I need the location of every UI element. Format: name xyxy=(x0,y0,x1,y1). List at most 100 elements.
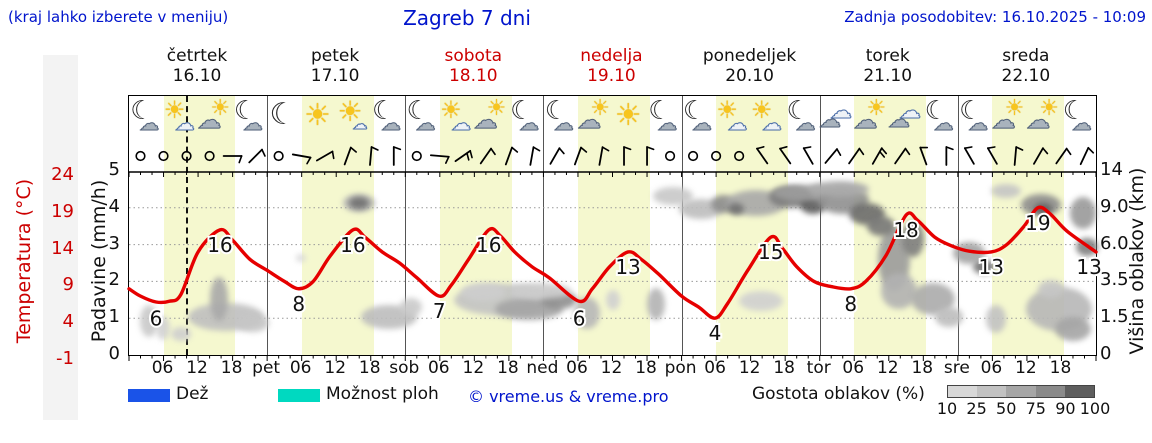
hour-label: 12 xyxy=(1015,358,1037,378)
moon-cloud-icon: ☾ ☁ xyxy=(508,98,544,140)
cloud-height-tick: 14 xyxy=(1100,159,1123,180)
wind-barb-tick xyxy=(646,146,655,151)
wind-barb-tick xyxy=(1065,147,1072,156)
cloud-blob xyxy=(991,184,1021,198)
sun-cloud-icon: ☀ ☁ xyxy=(439,98,475,140)
hour-label: 18 xyxy=(220,358,243,378)
cloud-scale-value: 75 xyxy=(1025,399,1046,418)
calm-wind-icon xyxy=(135,150,146,162)
day-date: 21.10 xyxy=(863,66,913,86)
cloud-blob xyxy=(237,314,269,332)
cloud-blob xyxy=(296,254,306,262)
wind-barb-tick xyxy=(370,146,379,151)
cloud-white-glyph: ☁ xyxy=(451,111,472,135)
temperature-value-label: 13 xyxy=(615,255,640,279)
temperature-value-label: 16 xyxy=(476,233,501,257)
temperature-value-label: 6 xyxy=(150,306,163,330)
cloud-gray-glyph: ☁ xyxy=(1026,106,1051,134)
cloud-blob xyxy=(511,283,571,299)
cloud-blob xyxy=(935,307,963,327)
cloud-density-scale xyxy=(947,385,1095,398)
day-name: nedelja xyxy=(580,46,643,66)
wind-barb-tick xyxy=(350,146,357,153)
day-date: 20.10 xyxy=(725,66,774,86)
showers-legend-swatch xyxy=(278,389,320,402)
wind-barb-tick xyxy=(306,156,312,165)
moon-cloud-icon: ☾ ☁ xyxy=(784,98,820,140)
wind-barb-icon xyxy=(549,147,561,165)
cloud-sun-icon: ☀ ☁ xyxy=(197,98,233,140)
hour-label: 18 xyxy=(497,358,519,378)
cloud-gray-glyph: ☁ xyxy=(1071,111,1092,135)
wind-barb-tick xyxy=(945,146,954,151)
calm-wind-icon xyxy=(181,150,192,162)
daylight-band xyxy=(716,96,789,355)
precipitation-tick: 5 xyxy=(108,159,120,180)
moon-glyph: ☾ xyxy=(372,96,396,126)
current-time-line xyxy=(186,96,189,355)
moon-glyph: ☾ xyxy=(510,96,534,126)
hour-label: 06 xyxy=(704,358,726,378)
wind-barb-tick xyxy=(445,155,450,164)
hour-label: 12 xyxy=(324,358,347,378)
moon-cloud-icon: ☾ ☁ xyxy=(1061,98,1097,140)
cloud-scale-value: 90 xyxy=(1055,399,1076,418)
cloud-gray-glyph: ☁ xyxy=(473,106,498,134)
cloud-scale-value: 25 xyxy=(966,399,987,418)
moon-cloud-icon: ☾ ☁ xyxy=(232,98,268,140)
wind-barb-icon xyxy=(1055,147,1068,165)
wind-barb-tick xyxy=(392,146,402,151)
precipitation-tick: 1 xyxy=(108,306,120,328)
wind-barb-icon xyxy=(871,147,883,165)
cloud-blob xyxy=(973,260,995,274)
cloud-blob xyxy=(653,187,693,205)
precipitation-tick: 3 xyxy=(108,232,120,254)
wind-barb-icon xyxy=(919,146,928,166)
wind-barb-icon xyxy=(802,147,814,165)
day-separator xyxy=(405,96,407,355)
cloud-gray-glyph: ☁ xyxy=(968,111,989,135)
temperature-value-label: 13 xyxy=(979,255,1004,279)
wind-barb-tick xyxy=(466,152,470,161)
cloud-gray-glyph: ☁ xyxy=(818,108,841,133)
meteogram-chart: 16 16 16 13 15 18 19 6 8 7 6 4 8 13 13 xyxy=(127,171,1104,361)
day-date: 16.10 xyxy=(172,66,222,86)
cloud-white-glyph: ☁ xyxy=(829,99,852,124)
wind-barb-icon xyxy=(573,146,582,166)
wind-barb-icon xyxy=(429,154,450,158)
cloud-sun-icon: ☀ ☁ xyxy=(853,98,890,140)
wind-barb-tick xyxy=(469,150,473,159)
hour-label: 18 xyxy=(1049,358,1072,378)
sun-glyph: ☀ xyxy=(163,96,186,124)
cloud-gray-glyph: ☁ xyxy=(991,106,1016,134)
cloud-blob xyxy=(140,305,158,337)
day-name: sobota xyxy=(444,46,503,66)
wind-barb-icon xyxy=(1079,146,1090,166)
calm-wind-icon xyxy=(664,150,676,162)
cloud-white-glyph: ☁ xyxy=(899,99,922,124)
temperature-tick: 9 xyxy=(62,274,74,296)
hour-label: 12 xyxy=(876,358,899,378)
cloud-gray-glyph: ☁ xyxy=(553,111,574,135)
wind-barb-tick xyxy=(238,155,243,164)
wind-barb-tick xyxy=(964,146,973,150)
sun-glyph: ☀ xyxy=(614,98,642,133)
cloud-scale-segment xyxy=(948,386,978,397)
day-name: četrtek xyxy=(166,46,228,66)
wind-barb-icon xyxy=(529,146,535,166)
clouds-icon: ☁ ☁ xyxy=(888,98,924,140)
moon-cloud-icon: ☾ ☁ xyxy=(405,98,441,140)
sun-glyph: ☀ xyxy=(1004,96,1025,121)
cloud-scale-value: 100 xyxy=(1079,399,1111,418)
day-name: ponedeljek xyxy=(702,46,797,66)
cloud-gray-glyph: ☁ xyxy=(519,111,540,135)
temperature-tick: 4 xyxy=(62,311,74,333)
day-abbr-label: ned xyxy=(526,358,559,378)
copyright-link[interactable]: © vreme.us & vreme.pro xyxy=(468,387,669,406)
sun-glyph: ☀ xyxy=(716,96,738,124)
wind-barb-icon xyxy=(848,147,861,165)
cloud-gray-glyph: ☁ xyxy=(691,111,712,135)
cloud-height-tick: 9.0 xyxy=(1100,195,1129,217)
calm-wind-icon xyxy=(687,150,699,162)
meteogram-plot: ☾ ☁ ☀ ☁ ☀ ☁ ☾ ☁ ☾ ☀ ☀ ☁ ☾ ☁ ☾ ☁ ☀ ☁ ☀ ☁ ☾ ☁ ☾ ☁ ☀ ☁ ☀ ☾ ☁ ☾ ☁ ☀ ☁ ☀ ☁ ☾ ☁ ☁ ☁ ☀… xyxy=(127,95,1104,361)
